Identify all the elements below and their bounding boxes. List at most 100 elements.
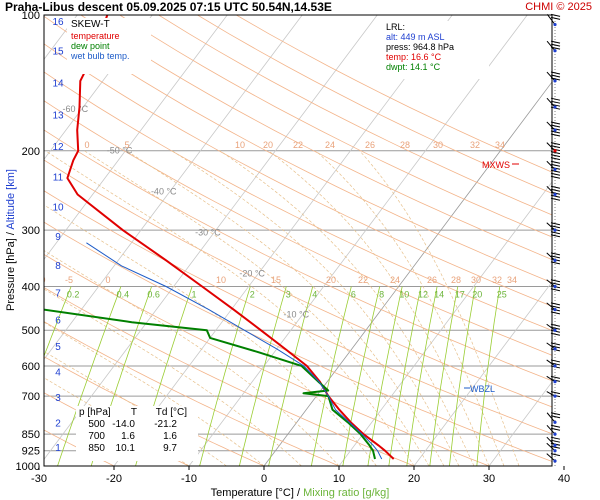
plot-frame: [43, 14, 553, 467]
wind-barb-flag: [550, 412, 561, 416]
adiabat-label: 20: [326, 275, 336, 285]
wind-barb-dot: [553, 105, 557, 109]
wind-barb-flag: [550, 100, 561, 104]
level-table-cell: 850: [88, 443, 105, 454]
dry-adiabat-line: [44, 429, 115, 466]
wind-barb-flag: [550, 13, 561, 17]
wind-barb-dot: [553, 420, 557, 424]
lrl-title: LRL:: [386, 22, 406, 32]
station-coordinates: 50.54N,14.53E: [251, 0, 332, 14]
dry-adiabat-line: [44, 253, 490, 466]
moist-adiabat-line: [44, 351, 227, 466]
dry-adiabat-line: [44, 71, 552, 331]
moist-adiabat-line: [219, 150, 475, 466]
altitude-tick-label: 6: [55, 315, 61, 326]
lrl-dewpoint: dwpt: 14.1 °C: [386, 62, 441, 72]
wind-barb-dot: [553, 380, 557, 384]
dry-adiabat-line: [44, 190, 552, 435]
mixing-ratio-label: 0.4: [117, 290, 130, 300]
mixing-ratio-line: [406, 286, 438, 466]
wind-barb-flag: [550, 326, 561, 330]
mixing-ratio-label: 3: [286, 290, 291, 300]
adiabat-label: 0: [105, 275, 110, 285]
mixing-ratio-label: 25: [497, 290, 507, 300]
wind-barb-flag: [550, 151, 561, 155]
wind-barb: [546, 424, 561, 436]
altitude-tick-label: 5: [55, 342, 61, 353]
altitude-tick-label: 8: [55, 261, 61, 272]
wind-barb-staff: [546, 412, 556, 423]
dry-adiabat-line: [44, 100, 552, 356]
isotherm-line: [263, 81, 552, 466]
adiabat-label: 34: [495, 140, 505, 150]
wind-barb-flag: [550, 332, 561, 336]
mixing-ratio-line: [268, 286, 314, 466]
adiabat-label: -10: [32, 275, 45, 285]
adiabat-label: 26: [427, 275, 437, 285]
pressure-tick-label: 850: [22, 429, 40, 441]
mixing-ratio-label: 1: [192, 290, 197, 300]
wind-barb: [546, 222, 561, 238]
wind-barb-staff: [546, 14, 556, 25]
temperature-line: [66, 15, 395, 460]
altitude-tick-label: 1: [55, 443, 61, 454]
mixing-ratio-label: 12: [418, 290, 428, 300]
x-tick-label: 0: [261, 473, 267, 485]
wind-barb-flag: [550, 130, 561, 134]
wind-barb-flag: [550, 436, 561, 440]
wind-barb-flag: [550, 415, 561, 419]
wind-barb-staff: [546, 323, 556, 331]
moist-adiabat-line: [126, 150, 445, 466]
level-table-col-td: Td [°C]: [155, 407, 187, 418]
wind-barb-flag: [550, 157, 561, 161]
wind-barb-flag: [550, 225, 561, 229]
wind-barb-flag: [550, 185, 561, 189]
moist-adiabat-line: [359, 150, 520, 466]
wind-barb-flag: [550, 77, 561, 81]
wind-barb-dot: [553, 443, 557, 447]
adiabat-label: 28: [400, 140, 410, 150]
wind-barb-flag: [550, 74, 561, 78]
dry-adiabat-line: [80, 15, 552, 260]
wbzl-marker-label: WBZL: [470, 384, 495, 394]
legend-item-dew-point: dew point: [71, 41, 110, 51]
wind-barb-flag: [550, 142, 561, 146]
pressure-tick-label: 925: [22, 446, 40, 458]
wind-barb-dot: [553, 328, 557, 332]
x-tick-label: -10: [181, 473, 197, 485]
adiabat-label: 15: [271, 275, 281, 285]
dry-adiabat-line: [44, 129, 552, 382]
mixing-ratio-label: 8: [379, 290, 384, 300]
level-table: p [hPa] T Td [°C] 500 -14.0 -21.2 700 1.…: [76, 406, 198, 461]
isotherm-line: [44, 15, 303, 360]
wind-barb-flag: [550, 359, 561, 363]
wind-barb-staff: [546, 424, 556, 435]
mixing-ratio-line: [476, 286, 501, 466]
wind-barb-staff: [546, 40, 556, 52]
dry-adiabat-line: [44, 321, 340, 466]
adiabat-label: 10: [216, 275, 226, 285]
pressure-tick-label: 300: [22, 225, 40, 237]
altitude-tick-label: 16: [52, 17, 64, 28]
wind-barb-flag: [550, 391, 561, 395]
moist-adiabat-line: [44, 204, 377, 466]
x-tick-label: -30: [31, 473, 47, 485]
wind-barb: [546, 342, 561, 352]
adiabat-label: 22: [358, 275, 368, 285]
mixing-ratio-label: 2: [250, 290, 255, 300]
wind-barb-staff: [546, 342, 556, 350]
isotherm-label: -20 °C: [239, 268, 265, 278]
wind-barb-flag: [550, 154, 561, 158]
wind-barb: [546, 13, 561, 27]
wind-barb-flag: [550, 282, 561, 286]
adiabat-label: 24: [325, 140, 335, 150]
wind-barb: [546, 412, 561, 424]
wind-barb: [546, 436, 561, 447]
x-tick-label: 40: [558, 473, 570, 485]
wind-barb: [546, 302, 561, 315]
isotherm-line: [413, 281, 552, 466]
lrl-temperature: temp: 16.6 °C: [386, 52, 442, 62]
altitude-tick-label: 9: [55, 232, 61, 243]
x-tick-label: 10: [333, 473, 345, 485]
mixing-ratio-line: [429, 286, 459, 466]
